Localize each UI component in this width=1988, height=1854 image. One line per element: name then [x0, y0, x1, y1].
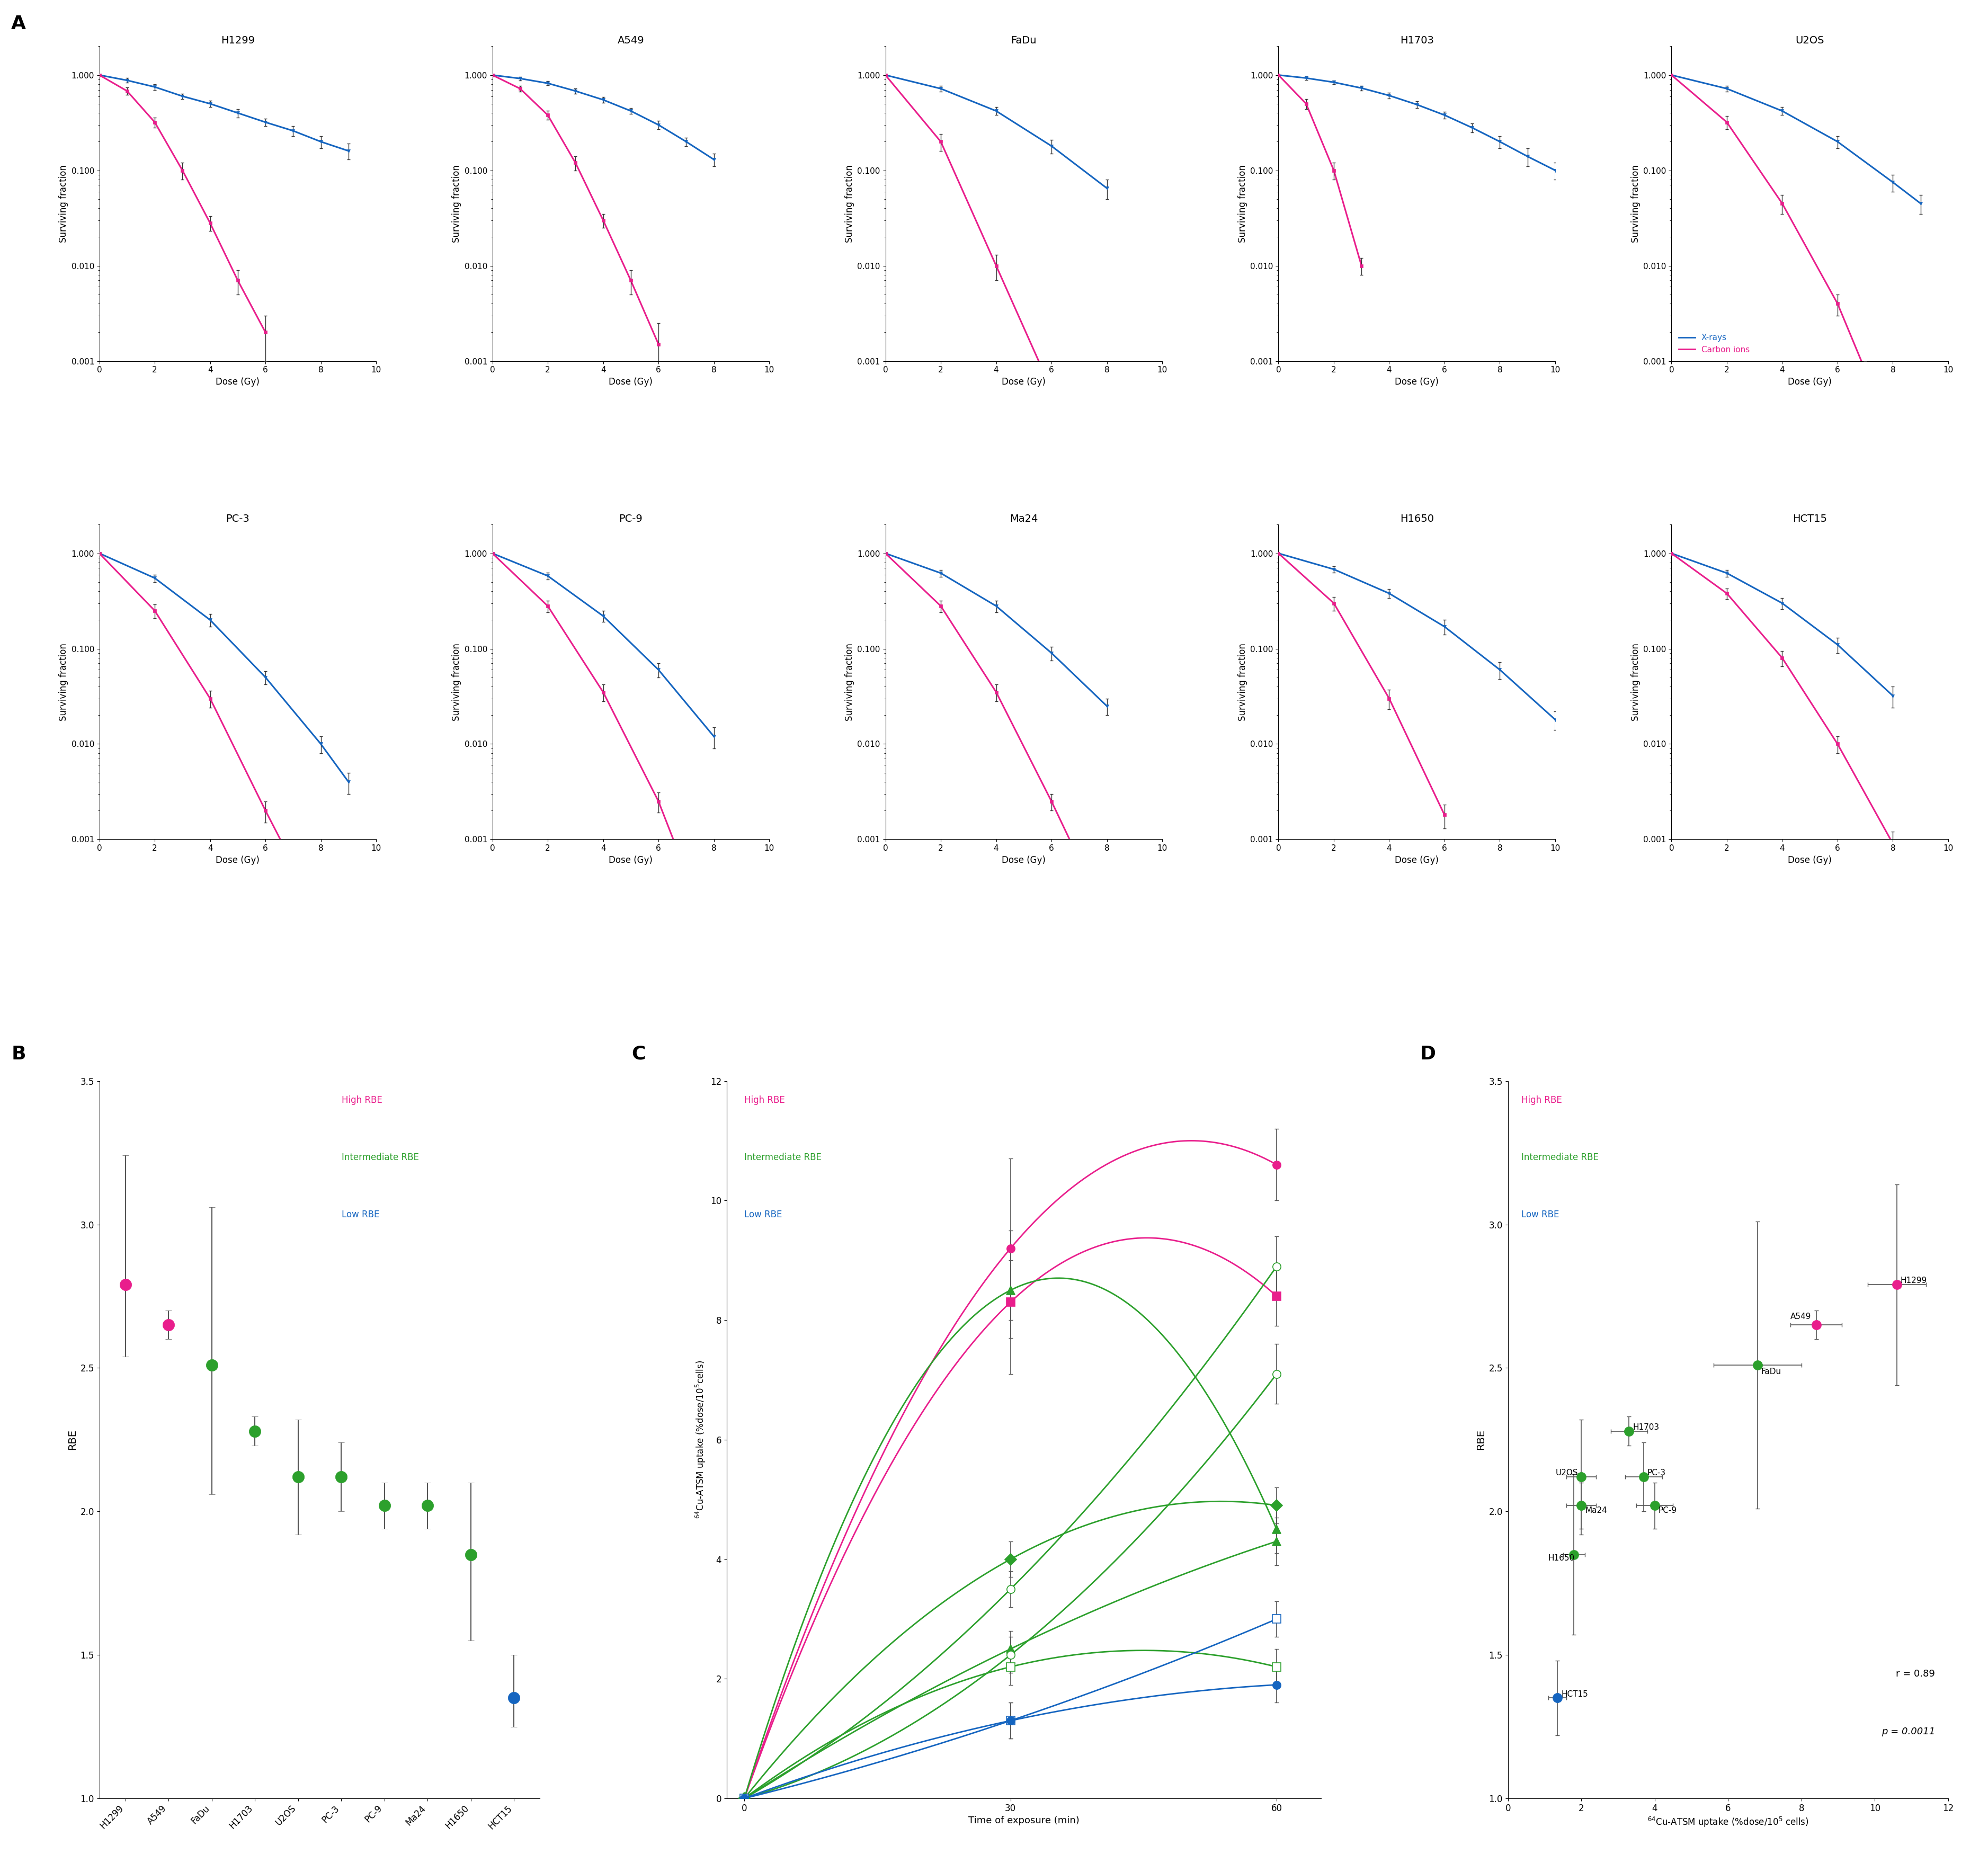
- Y-axis label: Surviving fraction: Surviving fraction: [451, 643, 461, 721]
- Y-axis label: Surviving fraction: Surviving fraction: [1630, 643, 1640, 721]
- Title: Ma24: Ma24: [1010, 514, 1038, 525]
- Text: High RBE: High RBE: [1521, 1096, 1563, 1105]
- Y-axis label: $^{64}$Cu-ATSM uptake (%dose/10$^5$cells): $^{64}$Cu-ATSM uptake (%dose/10$^5$cells…: [694, 1361, 708, 1518]
- Y-axis label: Surviving fraction: Surviving fraction: [451, 165, 461, 243]
- Text: HCT15: HCT15: [1561, 1691, 1588, 1698]
- Title: H1299: H1299: [221, 35, 254, 46]
- Y-axis label: RBE: RBE: [1475, 1429, 1485, 1450]
- Text: Low RBE: Low RBE: [744, 1211, 781, 1220]
- Title: PC-9: PC-9: [618, 514, 642, 525]
- Text: Intermediate RBE: Intermediate RBE: [342, 1153, 419, 1162]
- Title: A549: A549: [618, 35, 644, 46]
- Y-axis label: Surviving fraction: Surviving fraction: [60, 643, 68, 721]
- X-axis label: Dose (Gy): Dose (Gy): [217, 376, 260, 387]
- X-axis label: Dose (Gy): Dose (Gy): [1396, 855, 1439, 864]
- Title: PC-3: PC-3: [227, 514, 250, 525]
- Text: High RBE: High RBE: [744, 1096, 785, 1105]
- Y-axis label: Surviving fraction: Surviving fraction: [60, 165, 68, 243]
- Text: FaDu: FaDu: [1761, 1368, 1781, 1376]
- Text: r = 0.89: r = 0.89: [1897, 1669, 1934, 1678]
- X-axis label: Dose (Gy): Dose (Gy): [1787, 376, 1831, 387]
- Text: Ma24: Ma24: [1584, 1507, 1606, 1515]
- X-axis label: Dose (Gy): Dose (Gy): [1002, 855, 1046, 864]
- Text: H1650: H1650: [1549, 1554, 1574, 1561]
- X-axis label: $^{64}$Cu-ATSM uptake (%dose/10$^5$ cells): $^{64}$Cu-ATSM uptake (%dose/10$^5$ cell…: [1648, 1817, 1809, 1828]
- Text: High RBE: High RBE: [342, 1096, 382, 1105]
- Text: Low RBE: Low RBE: [1521, 1211, 1559, 1220]
- Text: A: A: [10, 15, 26, 33]
- Text: PC-3: PC-3: [1648, 1468, 1666, 1478]
- Legend: X-rays, Carbon ions: X-rays, Carbon ions: [1676, 330, 1753, 358]
- X-axis label: Dose (Gy): Dose (Gy): [217, 855, 260, 864]
- X-axis label: Time of exposure (min): Time of exposure (min): [968, 1817, 1079, 1826]
- Text: A549: A549: [1791, 1313, 1811, 1320]
- Text: B: B: [12, 1046, 26, 1062]
- X-axis label: Dose (Gy): Dose (Gy): [1396, 376, 1439, 387]
- X-axis label: Dose (Gy): Dose (Gy): [1787, 855, 1831, 864]
- Y-axis label: Surviving fraction: Surviving fraction: [1239, 165, 1246, 243]
- X-axis label: Dose (Gy): Dose (Gy): [608, 376, 652, 387]
- X-axis label: Dose (Gy): Dose (Gy): [608, 855, 652, 864]
- Text: Low RBE: Low RBE: [342, 1211, 380, 1220]
- Y-axis label: Surviving fraction: Surviving fraction: [1239, 643, 1246, 721]
- Title: HCT15: HCT15: [1793, 514, 1827, 525]
- Text: p = 0.0011: p = 0.0011: [1881, 1726, 1934, 1735]
- Y-axis label: RBE: RBE: [68, 1429, 78, 1450]
- Title: H1650: H1650: [1400, 514, 1433, 525]
- Text: PC-9: PC-9: [1658, 1507, 1678, 1515]
- Y-axis label: Surviving fraction: Surviving fraction: [845, 165, 855, 243]
- Text: Intermediate RBE: Intermediate RBE: [1521, 1153, 1598, 1162]
- Title: U2OS: U2OS: [1795, 35, 1825, 46]
- Text: Intermediate RBE: Intermediate RBE: [744, 1153, 821, 1162]
- Y-axis label: Surviving fraction: Surviving fraction: [1630, 165, 1640, 243]
- Title: FaDu: FaDu: [1012, 35, 1036, 46]
- Text: C: C: [632, 1046, 646, 1062]
- Text: D: D: [1419, 1046, 1435, 1062]
- Text: H1299: H1299: [1901, 1277, 1926, 1285]
- Title: H1703: H1703: [1400, 35, 1433, 46]
- Y-axis label: Surviving fraction: Surviving fraction: [845, 643, 855, 721]
- Text: H1703: H1703: [1632, 1424, 1660, 1431]
- X-axis label: Dose (Gy): Dose (Gy): [1002, 376, 1046, 387]
- Text: U2OS: U2OS: [1555, 1468, 1578, 1478]
